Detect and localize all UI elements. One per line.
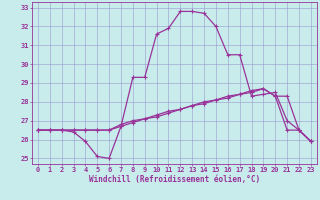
X-axis label: Windchill (Refroidissement éolien,°C): Windchill (Refroidissement éolien,°C) [89,175,260,184]
